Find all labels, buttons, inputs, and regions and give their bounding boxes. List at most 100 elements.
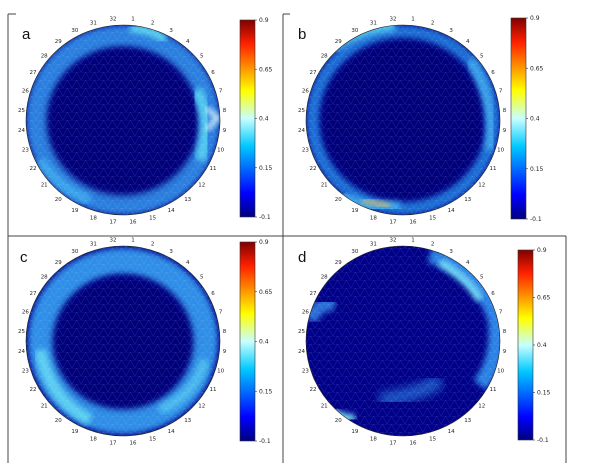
- electrode-label: 12: [478, 183, 485, 189]
- electrode-label: 7: [499, 88, 503, 94]
- electrode-label: 21: [321, 183, 328, 189]
- electrode-label: 30: [351, 28, 358, 34]
- colorbar-tick-label: 0.15: [259, 388, 273, 395]
- electrode-label: 32: [390, 238, 397, 244]
- electrode-label: 13: [464, 418, 471, 424]
- electrode-label: 19: [71, 429, 78, 435]
- electrode-label: 16: [130, 441, 137, 447]
- panel-b-colorbar: 0.9 0.65 0.4 0.15 -0.1: [510, 15, 544, 223]
- colorbar-tick-label: 0.15: [537, 390, 551, 397]
- electrode-label: 2: [151, 20, 155, 26]
- panel-b-electrodes: 1234567891011121314151617181920212223242…: [298, 17, 507, 226]
- electrode-label: 22: [30, 387, 37, 393]
- electrode-label: 10: [217, 148, 224, 154]
- electrode-label: 29: [55, 260, 62, 266]
- colorbar-tick-label: 0.4: [530, 116, 540, 123]
- electrode-label: 16: [130, 220, 137, 226]
- colorbar-tick-label: 0.4: [259, 339, 269, 346]
- electrode-label: 7: [219, 88, 223, 94]
- panel-d-colorbar: 0.9 0.65 0.4 0.15 -0.1: [517, 247, 551, 444]
- electrode-label: 8: [503, 108, 507, 114]
- colorbar-tick-label: 0.9: [530, 15, 540, 22]
- panel-a-colorbar: 0.9 0.65 0.4 0.15 -0.1: [239, 17, 273, 221]
- electrode-label: 25: [298, 329, 305, 335]
- panel-c-colorbar: 0.9 0.65 0.4 0.15 -0.1: [239, 239, 273, 445]
- electrode-label: 5: [480, 274, 484, 280]
- electrode-label: 31: [370, 241, 377, 247]
- electrode-label: 6: [491, 70, 495, 76]
- electrode-label: 20: [55, 197, 62, 203]
- panel-a-label: a: [22, 26, 31, 43]
- electrode-label: 13: [184, 197, 191, 203]
- electrode-label: 28: [321, 53, 328, 59]
- electrode-label: 28: [41, 53, 48, 59]
- electrode-label: 10: [497, 148, 504, 154]
- electrode-label: 24: [298, 128, 305, 134]
- electrode-label: 24: [18, 128, 25, 134]
- colorbar-tick-label: 0.9: [259, 239, 269, 246]
- electrode-label: 10: [497, 369, 504, 375]
- electrode-label: 2: [151, 241, 155, 247]
- electrode-label: 26: [22, 88, 29, 94]
- electrode-label: 26: [302, 88, 309, 94]
- electrode-label: 18: [90, 437, 97, 443]
- electrode-label: 15: [149, 437, 156, 443]
- electrode-label: 14: [448, 208, 455, 214]
- electrode-label: 4: [186, 260, 190, 266]
- panel-d: 1234567891011121314151617181920212223242…: [298, 238, 551, 447]
- panel-b: 1234567891011121314151617181920212223242…: [298, 15, 544, 226]
- electrode-label: 16: [410, 441, 417, 447]
- electrode-label: 4: [186, 39, 190, 45]
- colorbar-tick-label: 0.65: [259, 66, 273, 73]
- electrode-label: 3: [169, 28, 173, 34]
- electrode-label: 17: [110, 220, 117, 226]
- electrode-label: 1: [411, 238, 415, 244]
- electrode-label: 29: [335, 260, 342, 266]
- electrode-label: 12: [198, 183, 205, 189]
- panel-c: 1234567891011121314151617181920212223242…: [18, 238, 273, 447]
- electrode-label: 11: [210, 166, 217, 172]
- panel-b-label: b: [298, 26, 306, 43]
- panel-c-label: c: [20, 249, 28, 266]
- electrode-label: 4: [466, 260, 470, 266]
- electrode-label: 2: [431, 20, 435, 26]
- panel-b-image: [306, 25, 500, 215]
- electrode-label: 14: [448, 429, 455, 435]
- electrode-label: 18: [370, 216, 377, 222]
- panel-a-image: [26, 25, 220, 215]
- colorbar-tick-label: 0.9: [537, 247, 547, 254]
- electrode-label: 4: [466, 39, 470, 45]
- electrode-label: 3: [449, 28, 453, 34]
- electrode-label: 23: [22, 148, 29, 154]
- panel-grid-lines: [7, 13, 567, 463]
- colorbar-tick-label: 0.15: [530, 166, 544, 173]
- electrode-label: 17: [390, 220, 397, 226]
- electrode-label: 3: [169, 249, 173, 255]
- electrode-label: 28: [321, 274, 328, 280]
- electrode-label: 17: [110, 441, 117, 447]
- electrode-label: 18: [370, 437, 377, 443]
- panel-c-image: [26, 246, 220, 436]
- electrode-label: 19: [71, 208, 78, 214]
- electrode-label: 9: [503, 128, 507, 134]
- electrode-label: 8: [503, 329, 507, 335]
- electrode-label: 7: [499, 309, 503, 315]
- panel-c-electrodes: 1234567891011121314151617181920212223242…: [18, 238, 227, 447]
- colorbar-tick-label: 0.4: [537, 342, 547, 349]
- panel-a: 1234567891011121314151617181920212223242…: [18, 17, 273, 226]
- electrode-label: 6: [211, 70, 215, 76]
- electrode-label: 8: [223, 329, 227, 335]
- electrode-label: 5: [200, 53, 204, 59]
- colorbar-tick-label: -0.1: [537, 437, 549, 444]
- electrode-label: 5: [480, 53, 484, 59]
- electrode-label: 19: [351, 429, 358, 435]
- electrode-label: 32: [390, 17, 397, 23]
- electrode-label: 26: [22, 309, 29, 315]
- electrode-label: 30: [71, 28, 78, 34]
- electrode-label: 7: [219, 309, 223, 315]
- electrode-label: 30: [71, 249, 78, 255]
- electrode-label: 11: [210, 387, 217, 393]
- electrode-label: 10: [217, 369, 224, 375]
- electrode-label: 19: [351, 208, 358, 214]
- electrode-label: 15: [149, 216, 156, 222]
